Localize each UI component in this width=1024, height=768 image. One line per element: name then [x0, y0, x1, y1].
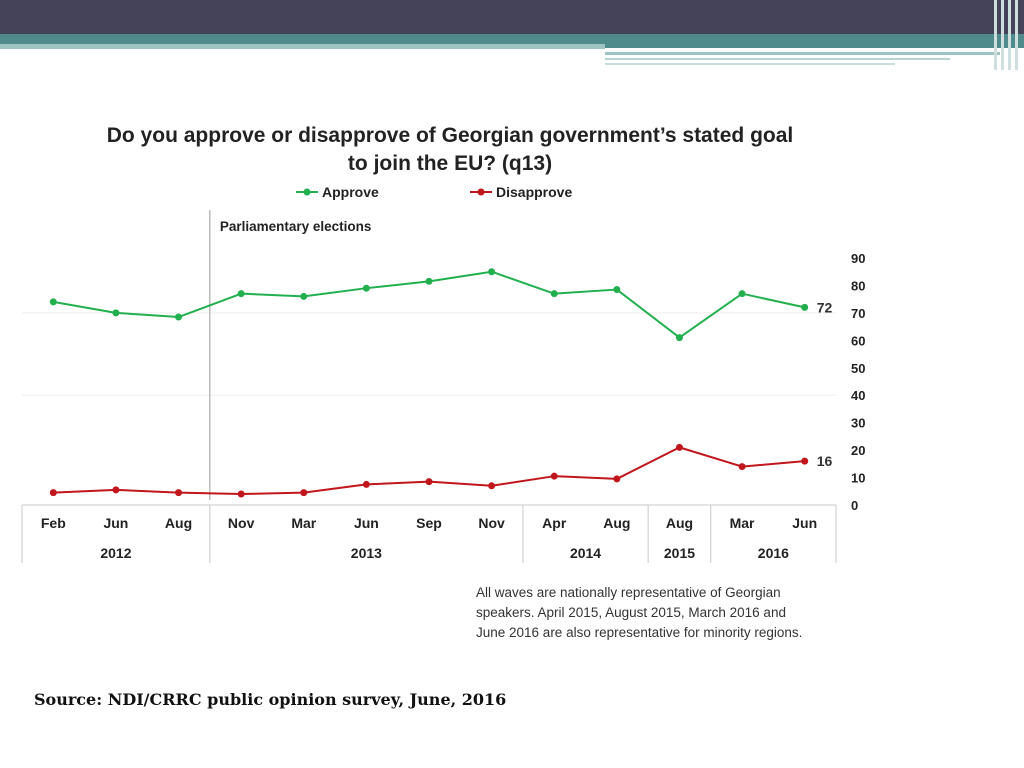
x-tick-label: Jun [354, 515, 379, 531]
elections-annotation: Parliamentary elections [220, 219, 372, 234]
x-tick-label: Sep [416, 515, 442, 531]
data-point-disapprove [550, 472, 558, 480]
y-tick-label: 10 [851, 471, 865, 486]
data-point-disapprove [425, 478, 433, 486]
x-tick-label: Feb [41, 515, 66, 531]
x-tick-label: Nov [478, 515, 505, 531]
year-label: 2016 [758, 545, 789, 561]
source-caption: Source: NDI/CRRC public opinion survey, … [34, 690, 507, 709]
data-point-disapprove [49, 489, 57, 497]
title-bar-decoration [0, 0, 1024, 34]
note-line: June 2016 are also representative for mi… [476, 625, 803, 640]
legend-label: Approve [322, 184, 379, 200]
x-tick-label: Aug [666, 515, 693, 531]
y-tick-label: 80 [851, 278, 865, 293]
data-point-approve [738, 290, 746, 298]
legend-swatch-marker [477, 188, 485, 196]
data-point-disapprove [801, 457, 809, 465]
y-tick-label: 90 [851, 251, 865, 266]
data-point-disapprove [488, 482, 496, 490]
accent-line [605, 52, 1000, 55]
data-point-approve [112, 309, 120, 317]
data-point-disapprove [738, 463, 746, 471]
data-point-disapprove [675, 443, 683, 451]
x-tick-label: Nov [228, 515, 255, 531]
y-tick-label: 0 [851, 498, 858, 513]
x-tick-label: Mar [730, 515, 755, 531]
corner-decoration [994, 0, 997, 70]
y-tick-label: 50 [851, 361, 865, 376]
data-point-approve [550, 290, 558, 298]
chart-title-line: to join the EU? (q13) [347, 152, 553, 175]
data-point-disapprove [237, 490, 245, 498]
year-label: 2013 [351, 545, 382, 561]
accent-band-light [0, 44, 605, 49]
data-point-approve [49, 298, 57, 306]
corner-decoration [1015, 0, 1018, 70]
data-point-disapprove [175, 489, 183, 497]
accent-line [605, 63, 895, 65]
data-point-approve [613, 286, 621, 294]
chart-title-line: Do you approve or disapprove of Georgian… [106, 124, 794, 147]
data-point-approve [175, 313, 183, 321]
year-label: 2012 [100, 545, 131, 561]
y-tick-label: 40 [851, 388, 865, 403]
data-point-approve [801, 303, 809, 311]
corner-decoration [1008, 0, 1011, 70]
data-point-approve [362, 284, 370, 292]
accent-line [605, 58, 950, 60]
x-tick-label: Aug [165, 515, 192, 531]
end-value-label: 72 [817, 299, 833, 315]
data-point-approve [237, 290, 245, 298]
year-label: 2015 [664, 545, 695, 561]
data-point-disapprove [613, 475, 621, 483]
y-tick-label: 30 [851, 416, 865, 431]
x-tick-label: Mar [291, 515, 316, 531]
y-tick-label: 20 [851, 443, 865, 458]
y-tick-label: 70 [851, 306, 865, 321]
data-point-approve [425, 277, 433, 285]
x-tick-label: Jun [103, 515, 128, 531]
corner-decoration [1001, 0, 1004, 70]
data-point-disapprove [300, 489, 308, 497]
data-point-disapprove [362, 480, 370, 488]
data-point-disapprove [112, 486, 120, 494]
data-point-approve [675, 334, 683, 342]
x-tick-label: Apr [542, 515, 567, 531]
series-line-disapprove [53, 446, 805, 496]
data-point-approve [488, 268, 496, 276]
y-tick-label: 60 [851, 333, 865, 348]
chart-title: Do you approve or disapprove of Georgian… [60, 122, 840, 178]
x-tick-label: Jun [792, 515, 817, 531]
note-line: speakers. April 2015, August 2015, March… [476, 605, 786, 620]
legend-swatch-marker [303, 188, 311, 196]
legend-label: Disapprove [496, 184, 572, 200]
year-label: 2014 [570, 545, 601, 561]
x-tick-label: Aug [603, 515, 630, 531]
end-value-label: 16 [817, 453, 833, 469]
methodology-note: All waves are nationally representative … [476, 583, 866, 643]
note-line: All waves are nationally representative … [476, 585, 781, 600]
data-point-approve [300, 292, 308, 300]
